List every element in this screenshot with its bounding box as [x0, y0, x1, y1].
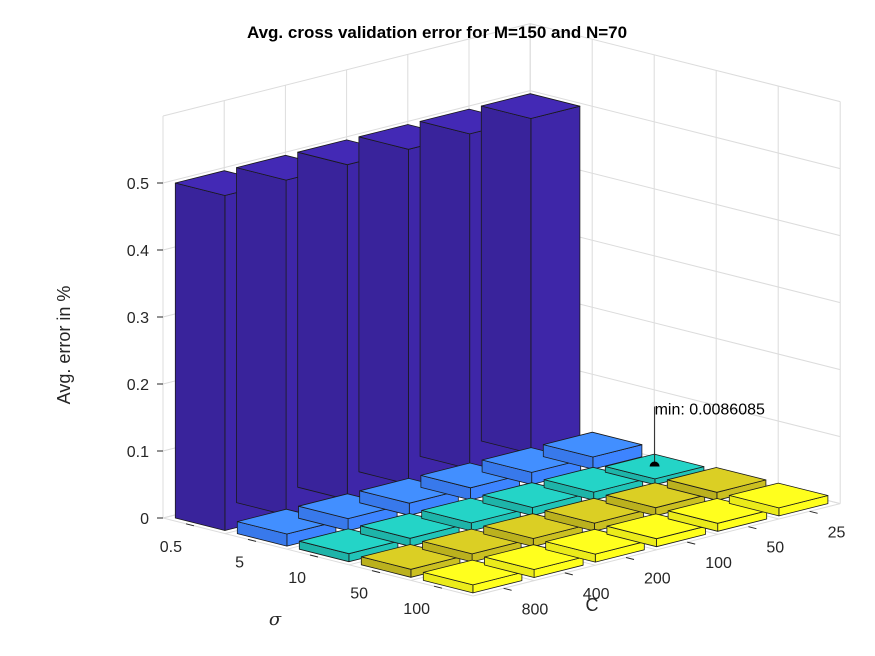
annotation-marker: [649, 461, 660, 467]
x-tick-mark-2: [687, 541, 696, 545]
bar-face-side: [297, 151, 348, 501]
bar-0.5-25: [480, 93, 581, 454]
y-tick-mark-4: [433, 585, 443, 589]
z-tick-label-2: 0.2: [127, 377, 149, 394]
y-tick-mark-0: [185, 523, 195, 527]
y-tick-label-2: 10: [288, 570, 306, 587]
y-tick-label-4: 100: [403, 601, 430, 618]
annotation-layer: min: 0.0086085: [649, 402, 765, 467]
z-tick-label-5: 0.5: [127, 176, 149, 193]
bar-face-front: [530, 105, 581, 454]
z-tick-label-1: 0.1: [127, 444, 149, 461]
bar-5-50: [481, 447, 582, 485]
x-tick-label-0: 25: [828, 524, 846, 541]
x-tick-mark-0: [809, 510, 818, 514]
bar-face-top: [480, 93, 581, 119]
bar-face-top: [666, 467, 767, 493]
x-tick-label-3: 200: [644, 571, 671, 588]
x-axis-label: C: [586, 595, 599, 615]
z-tick-label-4: 0.4: [127, 243, 149, 260]
y-tick-mark-3: [371, 570, 381, 574]
x-tick-mark-3: [625, 557, 635, 560]
x-tick-mark-4: [564, 572, 573, 576]
x-tick-mark-5: [503, 587, 512, 591]
x-tick-label-1: 50: [766, 540, 784, 557]
bar-face-side: [480, 105, 532, 454]
z-axis-label: Avg. error in %: [54, 286, 74, 405]
y-tick-mark-1: [247, 538, 257, 542]
bar-5-400: [298, 493, 398, 532]
y-tick-label-3: 50: [350, 586, 368, 603]
annotation-label: min: 0.0086085: [655, 402, 765, 419]
bar-100-200: [545, 528, 645, 563]
y-tick-mark-2: [309, 554, 319, 558]
y-axis-label: σ: [269, 609, 282, 630]
bar-face-side: [174, 182, 226, 531]
z-tick-label-3: 0.3: [127, 310, 149, 327]
bar-100-25: [728, 482, 829, 517]
x-tick-label-2: 100: [705, 555, 732, 572]
bar-face-side: [236, 167, 287, 516]
bar-5-25: [542, 431, 643, 470]
bar-face-top: [542, 431, 643, 458]
x-tick-label-5: 800: [522, 601, 549, 618]
tick-layer: 0 0.1 0.2 0.3 0.4 0.5 0.5 5 10 50 100 25 50 100 200 400…: [127, 176, 846, 618]
bar-layer: [174, 93, 829, 594]
bar-face-side: [419, 121, 471, 470]
gridline-floor-y-5: [472, 503, 841, 597]
x-tick-label-4: 400: [583, 586, 610, 603]
z-tick-label-0: 0: [140, 511, 149, 528]
chart-title: Avg. cross validation error for M=150 an…: [247, 23, 627, 42]
bar-100-100: [606, 513, 706, 548]
x-tick-mark-1: [748, 526, 757, 530]
y-tick-label-0: 0.5: [160, 539, 182, 556]
bar-face-side: [358, 136, 409, 485]
y-tick-label-1: 5: [235, 554, 244, 571]
bar-face-top: [728, 482, 829, 509]
